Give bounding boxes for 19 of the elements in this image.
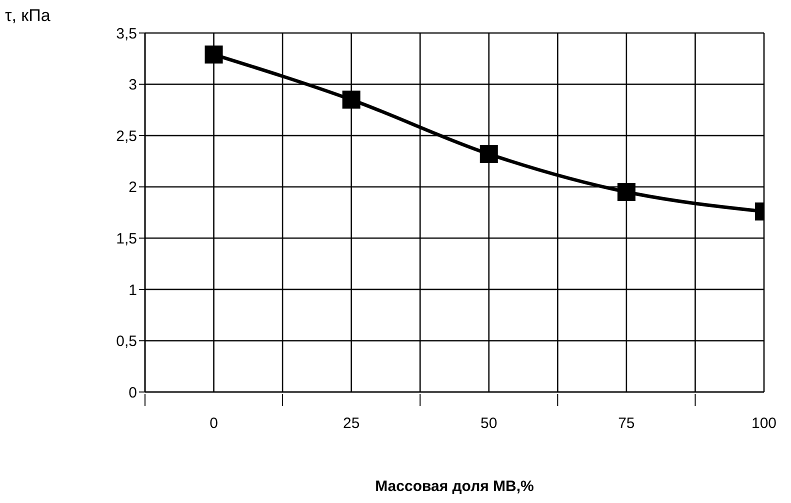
x-tick-label: 0 [210,415,218,432]
y-tick-label: 2,5 [116,128,137,145]
point [204,46,223,64]
y-tick-label: 0,5 [116,333,137,350]
y-tick-label: 0 [128,384,137,402]
x-tick-label: 100 [751,415,777,432]
x-tick-label: 75 [618,415,635,432]
y-tick-label: 3 [128,76,137,94]
point [480,145,498,164]
y-tick-label: 3,5 [116,25,137,42]
y-tick-label: 1 [128,282,137,299]
y-tick-label: 1,5 [116,230,137,248]
point [342,90,360,109]
y-axis-title: τ, кПа [5,6,50,26]
y-tick-label: 2 [128,179,137,196]
x-tick-label: 50 [480,415,498,432]
x-tick-label: 25 [342,415,360,432]
point [617,182,636,201]
x-axis-title: Массовая доля МВ,% [374,478,535,495]
